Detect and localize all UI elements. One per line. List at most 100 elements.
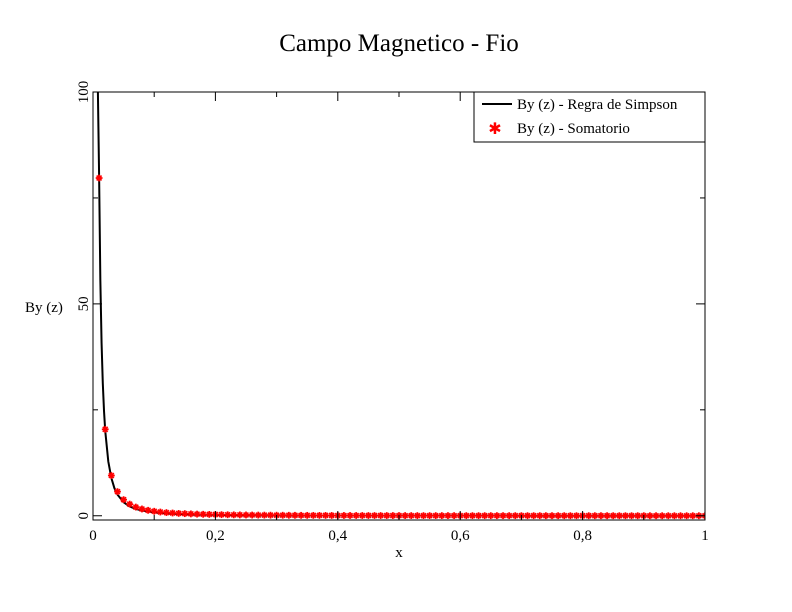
data-point-somatorio bbox=[156, 508, 164, 516]
data-point-somatorio bbox=[285, 511, 293, 519]
data-point-somatorio bbox=[536, 512, 544, 520]
marker-stroke bbox=[340, 512, 347, 519]
marker-stroke bbox=[591, 512, 598, 519]
marker-stroke bbox=[108, 472, 115, 479]
data-point-somatorio bbox=[677, 512, 684, 520]
marker-stroke bbox=[157, 509, 164, 516]
marker-stroke bbox=[426, 512, 433, 519]
data-point-somatorio bbox=[664, 512, 672, 520]
data-point-somatorio bbox=[585, 512, 593, 520]
marker-stroke bbox=[622, 512, 629, 519]
marker-stroke bbox=[328, 512, 335, 519]
marker-stroke bbox=[187, 510, 194, 517]
marker-stroke bbox=[628, 512, 635, 519]
data-point-somatorio bbox=[260, 511, 268, 519]
marker-stroke bbox=[671, 512, 678, 519]
marker-stroke bbox=[218, 511, 225, 518]
marker-stroke bbox=[310, 512, 317, 519]
marker-stroke bbox=[279, 512, 286, 519]
data-point-somatorio bbox=[340, 512, 348, 519]
data-point-somatorio bbox=[316, 512, 323, 519]
data-point-somatorio bbox=[242, 511, 250, 519]
data-point-somatorio bbox=[652, 512, 660, 520]
data-point-somatorio bbox=[475, 512, 482, 520]
data-point-somatorio bbox=[499, 512, 507, 520]
y-tick-label: 100 bbox=[76, 81, 92, 104]
data-point-somatorio bbox=[193, 510, 201, 518]
data-point-somatorio bbox=[95, 174, 103, 182]
data-point-somatorio bbox=[358, 512, 366, 519]
marker-stroke bbox=[151, 508, 158, 515]
marker-stroke bbox=[120, 496, 127, 503]
marker-stroke bbox=[255, 512, 262, 519]
legend-box bbox=[473, 91, 706, 143]
y-tick-label: 0 bbox=[76, 512, 92, 520]
data-point-somatorio bbox=[646, 512, 654, 520]
data-point-somatorio bbox=[597, 512, 605, 520]
marker-stroke bbox=[206, 511, 213, 518]
marker-stroke bbox=[353, 512, 360, 519]
data-point-somatorio bbox=[120, 496, 127, 504]
marker-stroke bbox=[555, 512, 562, 519]
marker-stroke bbox=[304, 512, 311, 519]
plot-frame bbox=[92, 91, 706, 521]
data-point-somatorio bbox=[450, 512, 458, 520]
data-point-somatorio bbox=[615, 512, 623, 520]
data-point-somatorio bbox=[132, 503, 140, 511]
marker-stroke bbox=[597, 512, 604, 519]
marker-stroke bbox=[402, 512, 409, 519]
data-point-somatorio bbox=[181, 510, 189, 518]
data-point-somatorio bbox=[573, 512, 580, 520]
x-tick-label: 0 bbox=[89, 528, 97, 544]
data-point-somatorio bbox=[150, 507, 158, 515]
marker-stroke bbox=[359, 512, 366, 519]
x-axis-label: x bbox=[395, 545, 403, 561]
data-point-somatorio bbox=[218, 511, 225, 519]
marker-stroke bbox=[524, 512, 531, 519]
data-point-somatorio bbox=[444, 512, 452, 520]
marker-stroke bbox=[677, 512, 684, 519]
legend-label-somatorio: By (z) - Somatorio bbox=[517, 121, 630, 137]
data-point-somatorio bbox=[230, 511, 238, 519]
marker-stroke bbox=[200, 511, 207, 518]
data-point-somatorio bbox=[205, 511, 213, 518]
data-point-somatorio bbox=[309, 511, 317, 519]
data-point-somatorio bbox=[371, 512, 378, 519]
marker-stroke bbox=[175, 510, 182, 517]
data-point-somatorio bbox=[462, 512, 470, 520]
data-point-somatorio bbox=[634, 512, 642, 520]
marker-stroke bbox=[96, 175, 103, 182]
marker-stroke bbox=[646, 512, 653, 519]
marker-stroke bbox=[487, 512, 494, 519]
marker-stroke bbox=[194, 511, 201, 518]
marker-stroke bbox=[285, 512, 292, 519]
marker-stroke bbox=[548, 512, 556, 519]
marker-stroke bbox=[365, 512, 372, 519]
marker-stroke bbox=[536, 512, 543, 519]
x-tick-label: 0,4 bbox=[328, 528, 347, 544]
marker-stroke bbox=[267, 512, 274, 519]
marker-stroke bbox=[114, 488, 121, 495]
marker-stroke bbox=[475, 512, 482, 519]
marker-stroke bbox=[371, 512, 378, 519]
chart-title: Campo Magnetico - Fio bbox=[279, 30, 519, 57]
data-point-somatorio bbox=[377, 512, 385, 519]
data-point-somatorio bbox=[291, 511, 299, 519]
marker-stroke bbox=[377, 512, 384, 519]
marker-stroke bbox=[653, 512, 660, 519]
data-point-somatorio bbox=[236, 511, 244, 519]
data-point-somatorio bbox=[267, 511, 274, 519]
marker-stroke bbox=[383, 512, 390, 519]
data-point-somatorio bbox=[566, 512, 574, 520]
data-point-somatorio bbox=[628, 512, 635, 520]
data-point-somatorio bbox=[254, 511, 262, 519]
data-point-somatorio bbox=[505, 512, 513, 520]
x-tick-label: 0,6 bbox=[451, 528, 470, 544]
marker-stroke bbox=[420, 512, 427, 519]
marker-stroke bbox=[701, 512, 705, 517]
marker-stroke bbox=[634, 512, 641, 519]
series-line-simpson bbox=[96, 92, 705, 517]
marker-stroke bbox=[542, 512, 549, 519]
data-point-somatorio bbox=[530, 512, 538, 520]
